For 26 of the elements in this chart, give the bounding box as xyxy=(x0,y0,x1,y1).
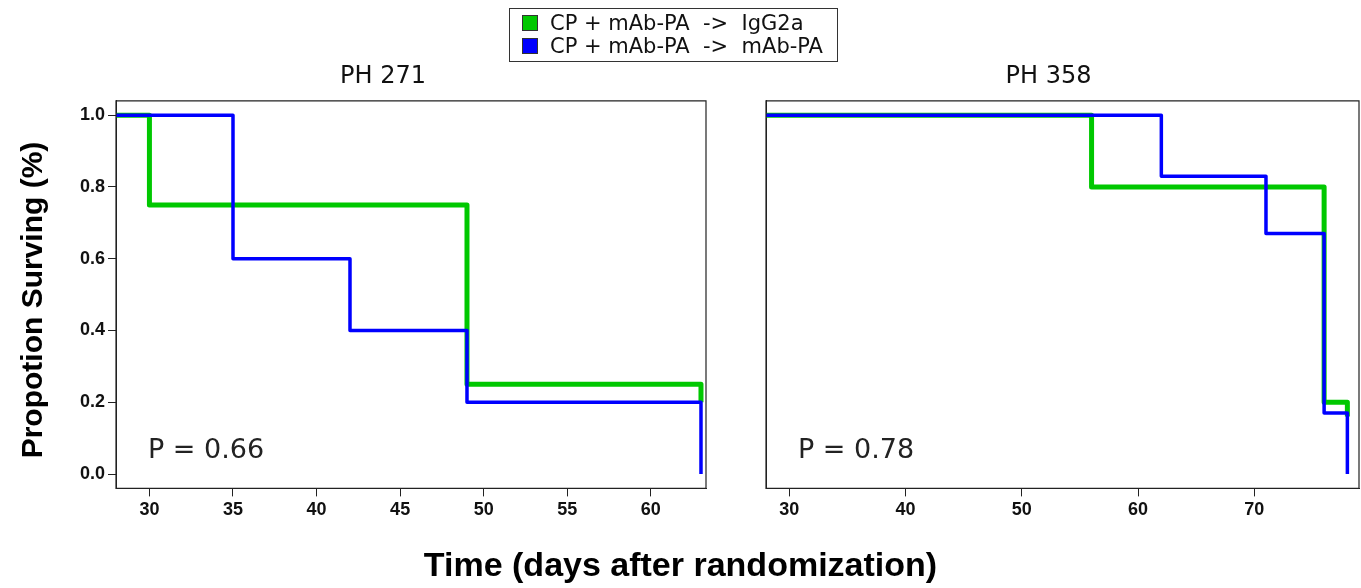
y-tick-label: 0.0 xyxy=(79,463,105,484)
legend-label: CP + mAb-PA -> mAb-PA xyxy=(549,34,823,58)
x-tick-label: 70 xyxy=(1244,499,1265,520)
chart-title: PH 271 xyxy=(340,60,426,89)
x-tick-label: 50 xyxy=(473,499,494,520)
x-tick-label: 60 xyxy=(1128,499,1149,520)
x-tick-label: 60 xyxy=(640,499,661,520)
x-axis-title: Time (days after randomization) xyxy=(422,545,939,584)
annotation: P = 0.78 xyxy=(798,433,915,465)
y-tick-label: 1.0 xyxy=(79,104,105,125)
x-tick-label: 35 xyxy=(222,499,244,520)
x-tick-label: 50 xyxy=(1011,499,1032,520)
y-tick-label: 0.6 xyxy=(79,247,105,268)
legend-label: CP + mAb-PA -> IgG2a xyxy=(549,11,805,35)
y-axis-title: Propotion Surving (%) xyxy=(15,141,49,459)
y-tick-label: 0.2 xyxy=(79,391,105,412)
annotation: P = 0.66 xyxy=(148,433,265,465)
x-tick-label: 40 xyxy=(895,499,916,520)
y-tick-label: 0.8 xyxy=(79,175,105,196)
y-tick-label: 0.4 xyxy=(79,319,105,340)
x-tick-label: 45 xyxy=(390,499,411,520)
x-tick-label: 30 xyxy=(139,499,160,520)
chart-title: PH 358 xyxy=(1005,60,1092,89)
x-tick-label: 40 xyxy=(306,499,327,520)
x-tick-label: 30 xyxy=(779,499,800,520)
x-tick-label: 55 xyxy=(557,499,578,520)
